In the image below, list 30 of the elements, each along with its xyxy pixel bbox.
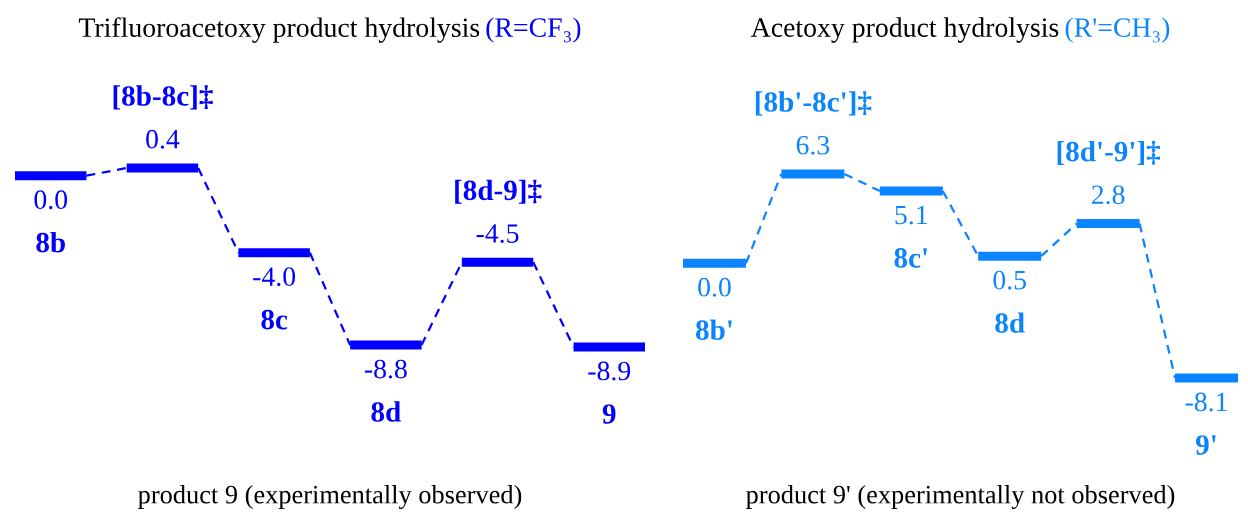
category-label: [8b'-8c']‡ [755,91,872,116]
data-label: -8.8 [364,359,407,379]
data-label: -4.5 [476,224,519,243]
data-label: 6.3 [796,135,830,155]
category-label: 8d [371,401,401,422]
category-label: 8d [995,312,1025,333]
text: (R'=CH₃) [1065,17,1170,43]
category-label: [8d-9]‡ [455,179,542,204]
data-label: 0.0 [34,190,68,210]
text: Trifluoroacetoxy product hydrolysis [78,17,480,43]
data-label: 5.1 [895,205,927,225]
data-label: -4.0 [253,267,296,287]
text: (R=CF₃) [486,17,581,43]
data-label: -8.9 [588,361,631,381]
category-label: 8b [36,231,65,253]
category-label: 9' [1195,435,1216,455]
text: product 9 (experimentally observed) [138,485,522,509]
data-label: 0.5 [993,270,1026,290]
category-label: [8b-8c]‡ [113,85,213,110]
text: product 9' (experimentally not observed) [746,485,1175,509]
category-label: 9 [602,404,616,424]
category-label: 8c' [894,248,927,268]
data-label: -8.1 [1185,392,1227,412]
data-label: 0.4 [146,129,180,149]
category-label: 8c [261,309,288,330]
data-label: 0.0 [698,277,731,297]
text: Acetoxy product hydrolysis [750,17,1059,43]
category-label: [8d'-9']‡ [1057,140,1161,166]
data-label: 2.8 [1091,185,1125,205]
category-label: 8b' [696,319,732,340]
